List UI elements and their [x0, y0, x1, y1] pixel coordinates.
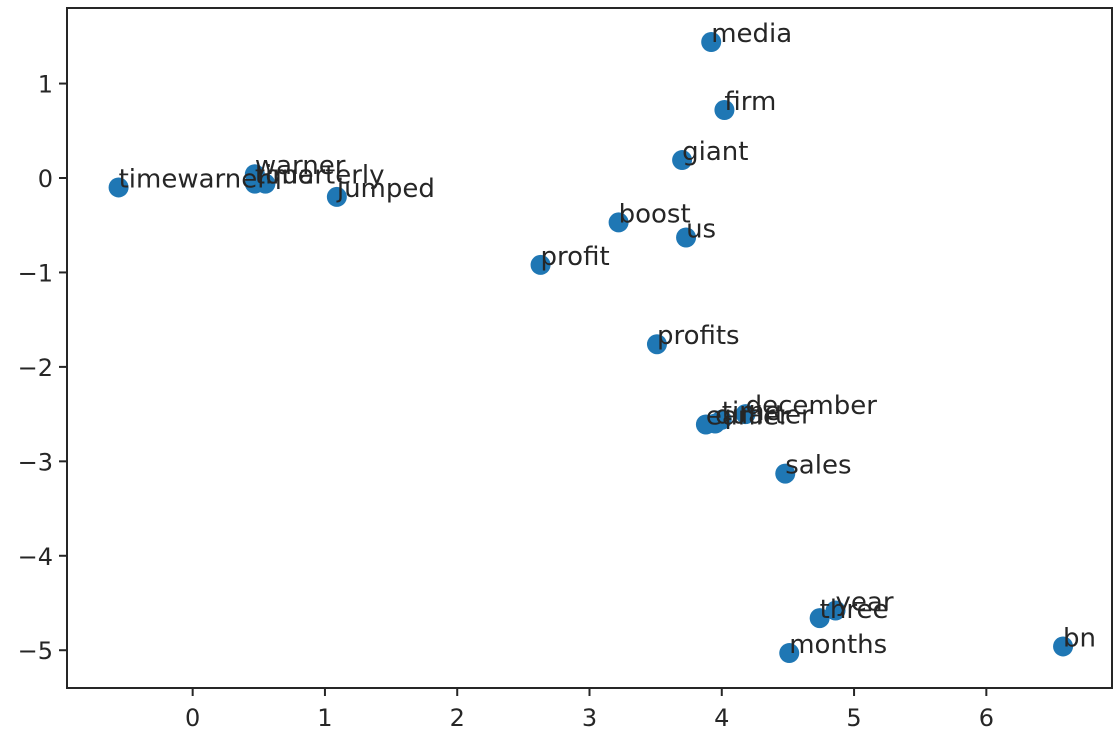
data-point-label: profit [541, 242, 610, 272]
data-point-label: december [746, 391, 878, 421]
y-axis: 1 0 −1 −2 −3 −4 −5 [18, 71, 67, 665]
data-point [255, 173, 276, 194]
data-point [530, 254, 551, 275]
data-point [809, 608, 830, 629]
data-point-label: us [686, 215, 716, 245]
data-point-label: quarter [715, 401, 812, 431]
x-axis: 0 1 2 3 4 5 6 [185, 688, 994, 732]
x-tick-label: 2 [450, 704, 465, 732]
data-point [825, 600, 846, 621]
data-point-label: time [722, 397, 781, 427]
y-tick-label: 1 [38, 71, 53, 99]
y-tick-label: −1 [18, 259, 53, 287]
y-tick-label: −3 [18, 448, 53, 476]
data-point [1053, 636, 1074, 657]
data-point-label: sales [785, 451, 851, 481]
data-point-label: profits [657, 321, 740, 351]
x-tick-label: 0 [185, 704, 200, 732]
point-labels: mediafirmgianttimewarnerwarnertimequarte… [119, 19, 1096, 660]
data-point [735, 404, 756, 425]
x-tick-label: 4 [714, 704, 729, 732]
data-point-label: giant [682, 137, 748, 167]
data-point [701, 32, 722, 52]
data-point [608, 212, 629, 233]
data-point [646, 334, 667, 355]
data-point-label: timewarner [119, 164, 269, 194]
x-tick-label: 5 [846, 704, 861, 732]
data-point-label: earlier [706, 402, 790, 432]
plot-area [66, 7, 1113, 689]
data-point-label: media [711, 19, 792, 49]
data-point-label: jumped [336, 174, 435, 204]
data-point-label: year [836, 588, 894, 618]
data-point [695, 414, 716, 435]
data-point-label: bn [1063, 623, 1096, 653]
data-point [672, 150, 693, 171]
y-tick-label: 0 [38, 165, 53, 193]
data-point-label: months [789, 630, 887, 660]
data-point-label: three [820, 595, 889, 625]
data-points [108, 32, 1074, 664]
x-tick-label: 1 [317, 704, 332, 732]
data-point-label: firm [724, 87, 776, 117]
data-point [779, 643, 800, 664]
x-tick-label: 6 [979, 704, 994, 732]
data-point-label: boost [619, 199, 691, 229]
y-tick-label: −4 [18, 543, 53, 571]
y-tick-label: −5 [18, 637, 53, 665]
data-point [108, 177, 129, 198]
data-point [326, 186, 347, 207]
x-tick-label: 3 [582, 704, 597, 732]
data-point-label: warner [255, 151, 346, 181]
data-point [775, 463, 796, 484]
data-point [676, 227, 697, 248]
data-point-label: time [255, 161, 314, 191]
data-point-label: quarterly [265, 161, 384, 191]
y-tick-label: −2 [18, 354, 53, 382]
data-point [714, 100, 735, 120]
